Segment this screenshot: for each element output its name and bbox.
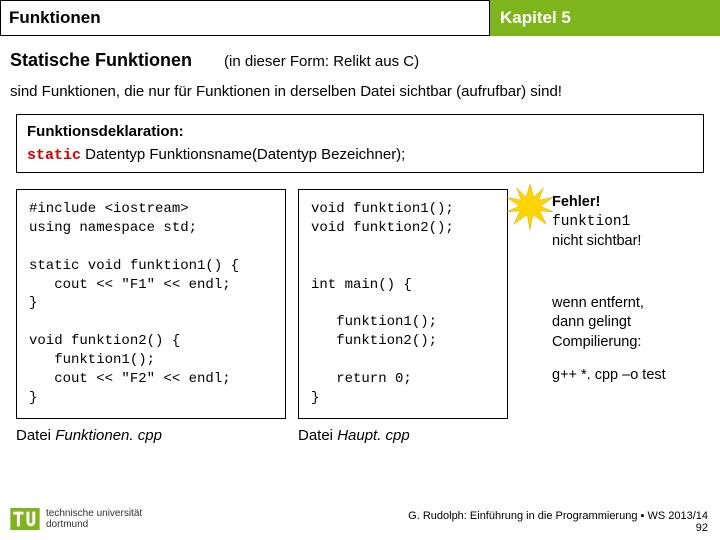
starburst-icon xyxy=(506,183,554,231)
code-box-haupt: void funktion1(); void funktion2(); int … xyxy=(298,189,508,419)
subtitle-row: Statische Funktionen (in dieser Form: Re… xyxy=(10,50,710,71)
error-block: Fehler! funktion1 nicht sichtbar! xyxy=(552,193,704,252)
remove-note-l2: dann gelingt xyxy=(552,313,704,333)
uni-line1: technische universität xyxy=(46,508,142,519)
remove-note-l3: Compilierung: xyxy=(552,333,704,353)
tu-logo-icon xyxy=(10,508,40,530)
remove-note-l1: wenn entfernt, xyxy=(552,294,704,314)
error-line3: nicht sichtbar! xyxy=(552,232,704,252)
declaration-title: Funktionsdeklaration: xyxy=(27,123,693,140)
university-logo: technische universität dortmund xyxy=(0,508,142,530)
intro-text: sind Funktionen, die nur für Funktionen … xyxy=(10,83,710,100)
declaration-box: Funktionsdeklaration: static Datentyp Fu… xyxy=(16,114,704,173)
declaration-line: static Datentyp Funktionsname(Datentyp B… xyxy=(27,146,693,164)
code-box-funktionen: #include <iostream> using namespace std;… xyxy=(16,189,286,419)
caption-left: Datei Funktionen. cpp xyxy=(16,427,286,444)
caption-left-file: Funktionen. cpp xyxy=(55,427,162,444)
footer: technische universität dortmund G. Rudol… xyxy=(0,498,720,540)
caption-right: Datei Haupt. cpp xyxy=(298,427,508,444)
declaration-rest: Datentyp Funktionsname(Datentyp Bezeichn… xyxy=(81,146,405,163)
footer-credit: G. Rudolph: Einführung in die Programmie… xyxy=(408,510,708,534)
code-columns: #include <iostream> using namespace std;… xyxy=(10,189,710,444)
compile-command: g++ *. cpp –o test xyxy=(552,366,704,386)
header-title-left: Funktionen xyxy=(0,0,490,36)
code-column-right: void funktion1(); void funktion2(); int … xyxy=(298,189,508,444)
header-title-right: Kapitel 5 xyxy=(490,0,720,36)
uni-line2: dortmund xyxy=(46,519,142,530)
keyword-static: static xyxy=(27,147,81,164)
subtitle: Statische Funktionen xyxy=(10,50,192,71)
caption-right-file: Haupt. cpp xyxy=(337,427,410,444)
page-number: 92 xyxy=(408,522,708,534)
caption-left-prefix: Datei xyxy=(16,427,55,444)
remove-note: wenn entfernt, dann gelingt Compilierung… xyxy=(552,294,704,353)
header-bar: Funktionen Kapitel 5 xyxy=(0,0,720,36)
slide-content: Statische Funktionen (in dieser Form: Re… xyxy=(0,36,720,444)
university-name: technische universität dortmund xyxy=(46,508,142,530)
subtitle-note: (in dieser Form: Relikt aus C) xyxy=(224,53,419,70)
error-title: Fehler! xyxy=(552,193,704,213)
error-funcname: funktion1 xyxy=(552,213,704,233)
code-column-left: #include <iostream> using namespace std;… xyxy=(16,189,286,444)
caption-right-prefix: Datei xyxy=(298,427,337,444)
annotation-column: Fehler! funktion1 nicht sichtbar! wenn e… xyxy=(520,189,704,444)
credit-text: G. Rudolph: Einführung in die Programmie… xyxy=(408,510,708,522)
